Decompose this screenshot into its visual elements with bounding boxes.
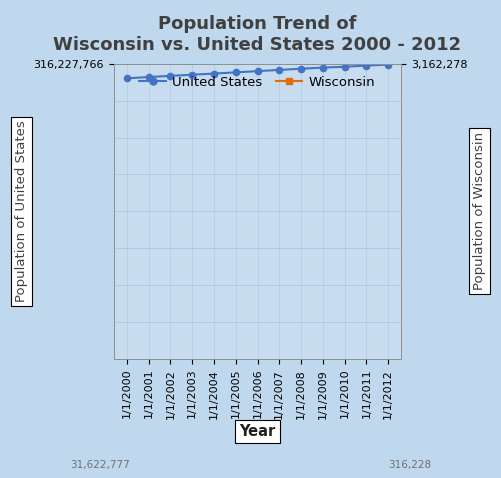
United States <box>189 72 195 77</box>
Legend: United States, Wisconsin: United States, Wisconsin <box>134 70 381 94</box>
Text: 316,228: 316,228 <box>388 460 431 470</box>
Line: United States: United States <box>124 62 391 81</box>
United States <box>146 74 152 80</box>
Y-axis label: Population of Wisconsin: Population of Wisconsin <box>473 132 486 291</box>
United States <box>298 66 304 72</box>
United States <box>255 68 261 74</box>
United States <box>167 73 173 79</box>
United States <box>342 64 348 70</box>
United States <box>385 62 391 67</box>
United States <box>363 63 369 68</box>
United States <box>276 67 282 73</box>
United States <box>320 65 326 70</box>
Text: 31,622,777: 31,622,777 <box>70 460 130 470</box>
United States <box>233 69 239 75</box>
Y-axis label: Population of United States: Population of United States <box>15 120 28 302</box>
United States <box>211 71 217 76</box>
Title: Population Trend of
Wisconsin vs. United States 2000 - 2012: Population Trend of Wisconsin vs. United… <box>54 15 461 54</box>
United States <box>124 76 130 81</box>
X-axis label: Year: Year <box>239 424 276 439</box>
